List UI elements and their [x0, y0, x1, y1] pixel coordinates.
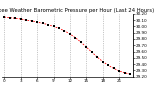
Point: [118, 70, 120, 72]
Point: [52, 26, 55, 27]
Point: [47, 24, 49, 25]
Point: [69, 33, 71, 35]
Point: [91, 51, 93, 53]
Point: [63, 30, 66, 31]
Point: [112, 68, 115, 69]
Point: [30, 20, 33, 21]
Point: [36, 21, 38, 23]
Point: [80, 41, 82, 43]
Point: [74, 37, 77, 38]
Point: [58, 28, 60, 29]
Point: [107, 65, 109, 66]
Point: [8, 17, 11, 18]
Point: [20, 18, 22, 20]
Point: [123, 72, 126, 74]
Title: Milwaukee Weather Barometric Pressure per Hour (Last 24 Hours): Milwaukee Weather Barometric Pressure pe…: [0, 8, 154, 13]
Point: [14, 18, 16, 19]
Point: [101, 61, 104, 62]
Point: [129, 73, 131, 75]
Point: [25, 19, 28, 21]
Point: [41, 23, 44, 24]
Point: [96, 56, 99, 58]
Point: [85, 46, 88, 48]
Point: [3, 16, 6, 18]
